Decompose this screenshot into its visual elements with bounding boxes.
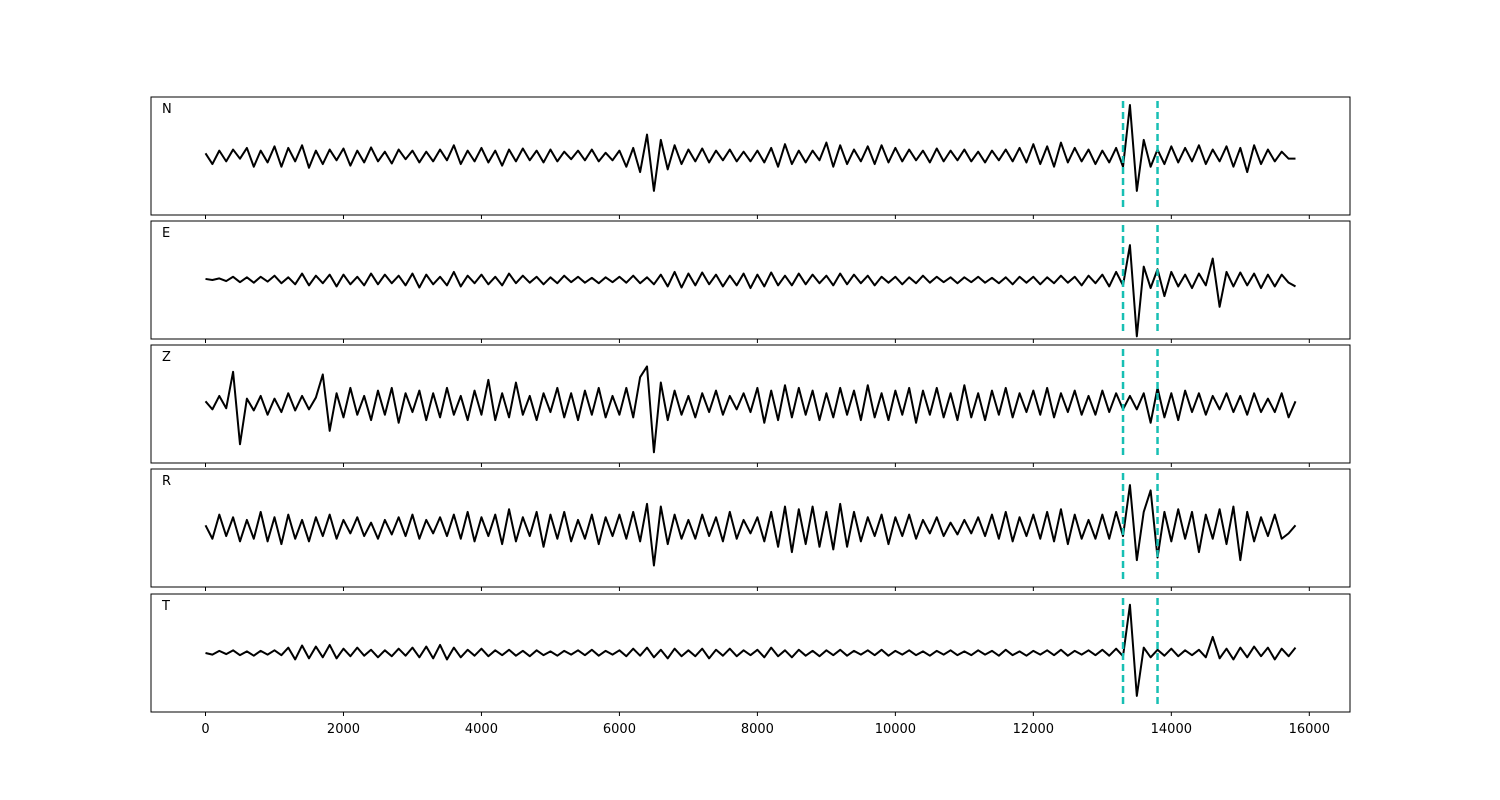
- x-tick-label: 2000: [327, 722, 360, 737]
- panel: [150, 593, 1351, 713]
- panel-label: T: [161, 599, 170, 614]
- trace: [204, 104, 1296, 192]
- x-tick-label: 10000: [875, 722, 916, 737]
- trace: [204, 484, 1297, 567]
- panel: [150, 344, 1351, 464]
- x-tick-label: 0: [201, 722, 209, 737]
- x-tick-label: 16000: [1289, 722, 1330, 737]
- x-tick-label: 4000: [465, 722, 498, 737]
- panel-label: E: [162, 226, 170, 241]
- panel: [150, 220, 1351, 340]
- x-tick-label: 6000: [603, 722, 636, 737]
- x-tick-label: 14000: [1151, 722, 1192, 737]
- x-tick-label: 8000: [741, 722, 774, 737]
- trace: [205, 603, 1297, 697]
- panel-label: N: [162, 102, 172, 117]
- x-tick-label: 12000: [1013, 722, 1054, 737]
- panel-label: R: [162, 474, 171, 489]
- panel: [150, 96, 1351, 216]
- trace: [205, 244, 1296, 338]
- trace: [204, 365, 1297, 454]
- panel-label: Z: [162, 350, 171, 365]
- panel: [150, 468, 1351, 588]
